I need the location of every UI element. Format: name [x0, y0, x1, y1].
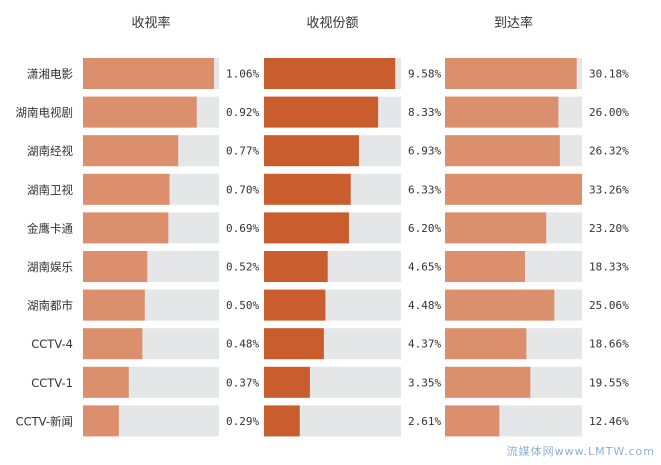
- series-title-1: 收视份额: [306, 16, 358, 31]
- value-label-s0-8: 0.37%: [226, 376, 259, 389]
- value-label-s0-6: 0.50%: [226, 299, 259, 312]
- bar-s1-1: [264, 96, 379, 128]
- bar-s1-5: [264, 251, 328, 282]
- series-title-2: 到达率: [494, 15, 533, 31]
- value-label-s0-9: 0.29%: [226, 415, 259, 428]
- bar-s2-6: [445, 289, 555, 321]
- value-label-s0-7: 0.48%: [226, 338, 259, 351]
- bar-s0-0: [83, 58, 215, 89]
- category-label-9: CCTV-新闻: [16, 414, 73, 428]
- bar-s0-7: [83, 328, 143, 360]
- bar-s0-6: [83, 289, 145, 321]
- bar-s2-9: [445, 405, 500, 437]
- category-label-2: 湖南经视: [27, 144, 73, 158]
- bar-s1-8: [264, 366, 310, 398]
- bar-s1-9: [264, 405, 300, 437]
- category-label-5: 湖南娱乐: [27, 260, 73, 274]
- value-label-s0-1: 0.92%: [226, 106, 259, 119]
- value-label-s1-3: 6.33%: [408, 183, 441, 196]
- category-label-4: 金鹰卡通: [27, 221, 73, 235]
- value-label-s2-4: 23.20%: [589, 222, 629, 235]
- category-label-1: 湖南电视剧: [16, 106, 74, 120]
- value-label-s1-2: 6.93%: [408, 145, 441, 158]
- bar-s0-5: [83, 251, 148, 282]
- value-label-s1-7: 4.37%: [408, 338, 441, 351]
- bar-s1-3: [264, 173, 351, 205]
- value-label-s0-0: 1.06%: [226, 68, 259, 81]
- category-label-0: 潇湘电影: [27, 67, 73, 81]
- bar-s0-4: [83, 212, 169, 244]
- bar-s1-7: [264, 328, 324, 360]
- value-label-s1-6: 4.48%: [408, 299, 441, 312]
- bar-s0-2: [83, 135, 179, 167]
- bar-s0-9: [83, 405, 119, 437]
- value-label-s1-0: 9.58%: [408, 68, 441, 81]
- value-label-s1-5: 4.65%: [408, 261, 441, 274]
- value-label-s2-0: 30.18%: [589, 68, 629, 81]
- bar-s2-7: [445, 328, 527, 360]
- series-title-0: 收视率: [131, 15, 170, 31]
- bar-s0-1: [83, 96, 197, 128]
- value-label-s2-9: 12.46%: [589, 415, 629, 428]
- category-label-6: 湖南都市: [27, 299, 73, 313]
- bar-s2-5: [445, 251, 525, 282]
- bar-s2-1: [445, 96, 559, 128]
- value-label-s1-1: 8.33%: [408, 106, 441, 119]
- value-label-s1-8: 3.35%: [408, 376, 441, 389]
- value-label-s2-6: 25.06%: [589, 299, 629, 312]
- bar-s1-6: [264, 289, 326, 321]
- value-label-s0-2: 0.77%: [226, 145, 259, 158]
- bar-s2-8: [445, 366, 531, 398]
- watermark: 流媒体网www.LMTW.com: [506, 445, 655, 458]
- value-label-s0-4: 0.69%: [226, 222, 259, 235]
- category-label-3: 湖南卫视: [27, 183, 73, 197]
- bar-s2-3: [445, 173, 582, 205]
- bar-s0-3: [83, 173, 170, 205]
- value-label-s1-4: 6.20%: [408, 222, 441, 235]
- bar-s1-4: [264, 212, 349, 244]
- bar-s2-0: [445, 58, 577, 89]
- bar-s0-8: [83, 366, 129, 398]
- value-label-s2-5: 18.33%: [589, 261, 629, 274]
- bar-s2-2: [445, 135, 560, 167]
- value-label-s2-3: 33.26%: [589, 183, 629, 196]
- category-label-8: CCTV-1: [31, 376, 73, 390]
- bar-s1-0: [264, 58, 396, 89]
- value-label-s0-3: 0.70%: [226, 183, 259, 196]
- value-label-s2-2: 26.32%: [589, 145, 629, 158]
- bar-s1-2: [264, 135, 359, 167]
- value-label-s2-7: 18.66%: [589, 338, 629, 351]
- value-label-s1-9: 2.61%: [408, 415, 441, 428]
- bar-s2-4: [445, 212, 547, 244]
- value-label-s0-5: 0.52%: [226, 261, 259, 274]
- value-label-s2-8: 19.55%: [589, 376, 629, 389]
- value-label-s2-1: 26.00%: [589, 106, 629, 119]
- category-label-7: CCTV-4: [31, 337, 73, 351]
